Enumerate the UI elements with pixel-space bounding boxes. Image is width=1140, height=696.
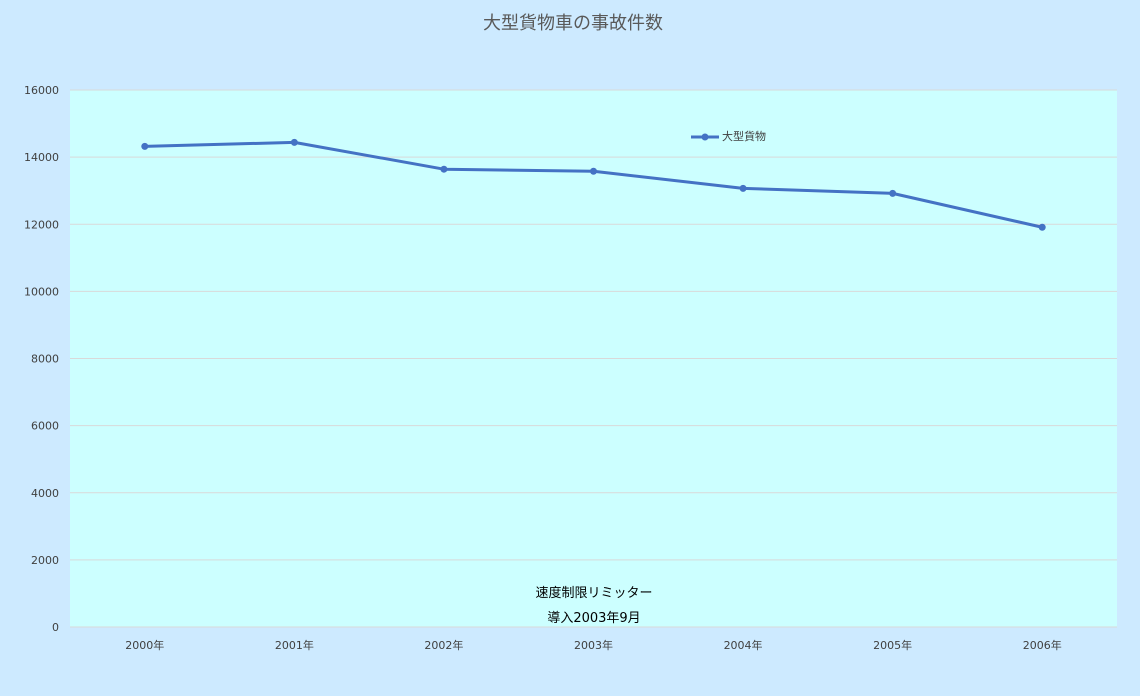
data-point — [440, 165, 448, 173]
y-tick-label: 10000 — [24, 285, 59, 298]
y-tick-label: 0 — [52, 621, 59, 634]
x-tick-label: 2006年 — [1023, 638, 1062, 652]
x-tick-label: 2002年 — [424, 638, 463, 652]
y-tick-label: 8000 — [31, 353, 59, 366]
data-point — [889, 189, 897, 197]
chart-title: 大型貨物車の事故件数 — [483, 13, 663, 34]
y-tick-label: 14000 — [24, 151, 59, 164]
series-group — [141, 138, 1046, 231]
y-axis-tick-labels: 0 2000 4000 6000 8000 10000 12000 14000 16000 — [24, 84, 59, 634]
annotation-line-2: 導入2003年9月 — [547, 611, 640, 626]
y-tick-label: 12000 — [24, 218, 59, 231]
data-point — [290, 138, 298, 146]
x-tick-label: 2004年 — [724, 638, 763, 652]
legend-label: 大型貨物 — [722, 129, 766, 143]
x-axis-tick-labels: 2000年 2001年 2002年 2003年 2004年 2005年 2006年 — [125, 638, 1061, 652]
y-tick-label: 6000 — [31, 420, 59, 433]
x-tick-label: 2005年 — [873, 638, 912, 652]
x-tick-label: 2000年 — [125, 638, 164, 652]
data-point — [141, 142, 149, 150]
y-tick-label: 4000 — [31, 487, 59, 500]
x-tick-label: 2001年 — [275, 638, 314, 652]
y-tick-label: 2000 — [31, 554, 59, 567]
gridlines — [70, 89, 1117, 628]
data-point — [1038, 223, 1046, 231]
annotation-line-1: 速度制限リミッター — [535, 585, 652, 601]
data-point — [590, 167, 597, 175]
legend: 大型貨物 — [691, 129, 766, 143]
data-point — [739, 184, 747, 192]
legend-marker — [701, 133, 709, 141]
x-tick-label: 2003年 — [574, 638, 613, 652]
y-tick-label: 16000 — [24, 84, 59, 97]
